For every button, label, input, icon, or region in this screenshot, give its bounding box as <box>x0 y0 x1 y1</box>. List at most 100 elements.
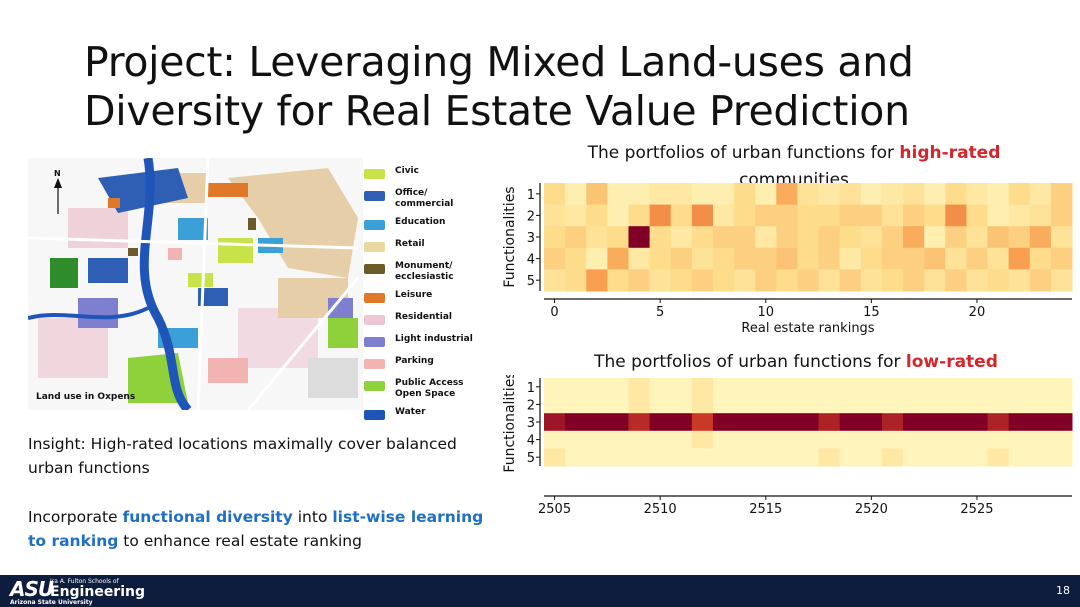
x-tick-label: 2510 <box>644 502 677 517</box>
legend-label: Education <box>395 217 446 227</box>
north-label: N <box>54 169 61 178</box>
heatmap-cell <box>712 378 735 397</box>
heatmap-cell <box>712 395 735 414</box>
heatmap-cell <box>544 226 566 249</box>
university-name: Arizona State University <box>10 599 93 606</box>
heatmap-cell <box>924 183 946 206</box>
heatmap-cell <box>755 448 777 467</box>
x-tick-label: 2520 <box>855 502 888 517</box>
y-tick-label: 3 <box>527 231 535 246</box>
x-tick-label: 0 <box>550 305 558 320</box>
heatmap-cell <box>945 430 967 449</box>
heatmap-cell <box>607 269 629 292</box>
heatmap-cell <box>860 395 883 414</box>
heatmap-cell <box>860 204 883 227</box>
heatmap-cell <box>776 448 798 467</box>
heatmap-cell <box>544 395 566 414</box>
high-rated-heatmap: 1 2 3 4 5 Functionalities 0 5 10 15 20 Real estate … <box>502 183 1073 336</box>
heatmap-cell <box>1050 269 1073 292</box>
heatmap-cell <box>755 395 777 414</box>
heatmap-cell <box>565 448 587 467</box>
heatmap-cell <box>797 183 820 206</box>
heatmap-cell <box>544 448 566 467</box>
heatmap-cell <box>649 395 672 414</box>
heatmap-cell <box>1029 269 1052 292</box>
heatmap-cell <box>881 247 904 270</box>
legend-label: Light industrial <box>395 334 473 344</box>
heatmap-cell <box>628 430 651 449</box>
heatmap-cell <box>839 183 862 206</box>
heatmap-cell <box>755 204 777 227</box>
heatmap-cell <box>712 430 735 449</box>
heatmap-cell <box>565 204 587 227</box>
heatmap-cell <box>903 395 925 414</box>
heatmap-cell <box>1008 183 1031 206</box>
heatmap-cell <box>649 430 672 449</box>
heatmap-cell <box>1008 378 1031 397</box>
heatmap-cell <box>924 269 946 292</box>
heatmap-cell <box>797 269 820 292</box>
heatmap-cell <box>881 183 904 206</box>
north-arrow-icon <box>54 178 62 214</box>
insight-text: Insight: High-rated locations maximally … <box>28 435 457 477</box>
heatmap-cell <box>1008 247 1031 270</box>
heatmap-cell <box>712 448 735 467</box>
heatmap-cell <box>544 430 566 449</box>
heatmap-cell <box>628 269 651 292</box>
heatmap-cell <box>734 183 756 206</box>
land-use-map: N <box>28 158 363 410</box>
heatmap-cell <box>987 269 1010 292</box>
heatmap-cell <box>881 269 904 292</box>
y-tick-label: 4 <box>527 253 535 268</box>
heatmap-cell <box>565 183 587 206</box>
heatmap-cell <box>755 247 777 270</box>
legend-item: Parking <box>364 356 476 378</box>
heatmap-cell <box>691 413 714 432</box>
heatmap-cell <box>1029 247 1052 270</box>
heatmap-cell <box>1029 204 1052 227</box>
heatmap-cell <box>1029 183 1052 206</box>
heatmap-cell <box>818 413 841 432</box>
heatmap-cell <box>987 448 1010 467</box>
heatmap-cell <box>1050 247 1073 270</box>
legend-label: Civic <box>395 166 419 176</box>
heatmap-cell <box>1008 413 1031 432</box>
legend-swatch <box>364 293 385 303</box>
heatmap-cell <box>881 430 904 449</box>
legend-swatch <box>364 191 385 201</box>
legend-item: Water <box>364 407 476 427</box>
x-tick-label: 15 <box>863 305 880 320</box>
heatmap-cell <box>691 448 714 467</box>
legend-item: Public Access Open Space <box>364 378 476 407</box>
heatmap-cell <box>818 269 841 292</box>
heatmap-cell <box>776 204 798 227</box>
heatmap-cell <box>776 269 798 292</box>
x-tick-label: 2515 <box>749 502 782 517</box>
legend-label: Office/ commercial <box>395 188 454 209</box>
legend-label: Public Access Open Space <box>395 378 464 399</box>
heatmap-cell <box>1008 204 1031 227</box>
heatmap-cell <box>1050 413 1073 432</box>
heatmap-cell <box>691 269 714 292</box>
y-axis-label: Functionalities <box>502 186 518 287</box>
heatmap-cell <box>649 183 672 206</box>
heatmap-cell <box>628 247 651 270</box>
footer-bar: ASU Ira A. Fulton Schools of Engineering… <box>0 575 1080 607</box>
heatmap-cell <box>1029 226 1052 249</box>
heatmap-cell <box>565 395 587 414</box>
heatmap-cell <box>712 183 735 206</box>
heatmap-cell <box>670 448 693 467</box>
heatmap-cell <box>924 247 946 270</box>
heatmap-cell <box>649 226 672 249</box>
engineering-label: Engineering <box>50 584 145 600</box>
heatmap-cell <box>903 430 925 449</box>
heatmap-cell <box>903 247 925 270</box>
heatmap-cell <box>797 378 820 397</box>
heatmap-cell <box>924 448 946 467</box>
heatmap-cell <box>607 183 629 206</box>
heatmap-cell <box>670 269 693 292</box>
legend-item: Civic <box>364 166 476 188</box>
heatmap-cell <box>544 413 566 432</box>
legend-swatch <box>364 410 385 420</box>
heatmap-cell <box>924 204 946 227</box>
